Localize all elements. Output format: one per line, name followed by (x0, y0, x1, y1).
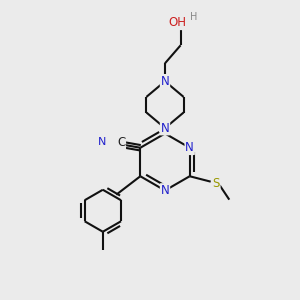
Text: N: N (160, 75, 169, 88)
Text: C: C (117, 136, 125, 149)
Text: N: N (185, 141, 194, 154)
Text: S: S (212, 177, 220, 190)
Text: N: N (160, 122, 169, 135)
Text: N: N (160, 184, 169, 197)
Text: N: N (98, 137, 107, 147)
Text: OH: OH (169, 16, 187, 29)
Text: H: H (190, 12, 197, 22)
